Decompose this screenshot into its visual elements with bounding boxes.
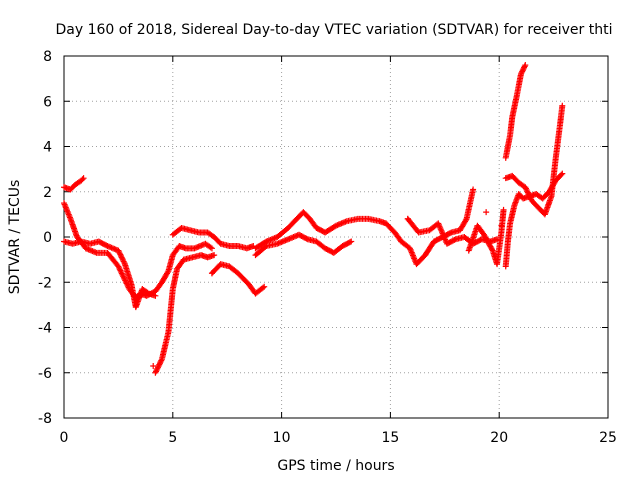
data-point — [115, 247, 122, 254]
data-point — [462, 217, 469, 224]
data-point — [120, 258, 127, 265]
data-point — [521, 63, 528, 70]
data-point — [470, 186, 477, 193]
data-point — [346, 239, 353, 246]
x-tick-label: 15 — [381, 430, 399, 446]
data-point — [526, 193, 533, 200]
data-point — [157, 358, 164, 365]
data-point — [522, 62, 529, 69]
data-point — [208, 270, 215, 277]
y-tick-label: -8 — [38, 411, 52, 427]
data-points — [61, 62, 566, 376]
data-point — [259, 284, 266, 291]
data-point — [119, 255, 126, 262]
data-point — [524, 189, 531, 196]
data-point — [155, 364, 162, 371]
data-point — [152, 369, 159, 376]
data-point — [152, 292, 159, 299]
data-point — [527, 195, 534, 202]
data-point — [116, 248, 123, 255]
data-point — [500, 206, 507, 213]
y-axis-label: SDTVAR / TECUs — [7, 180, 23, 295]
data-point — [156, 360, 163, 367]
data-point — [207, 244, 214, 251]
data-point — [153, 368, 160, 375]
data-point — [153, 367, 160, 374]
data-point — [447, 230, 454, 237]
chart-title: Day 160 of 2018, Sidereal Day-to-day VTE… — [56, 22, 613, 38]
data-point — [483, 209, 490, 216]
data-point — [348, 238, 355, 245]
data-point — [451, 236, 458, 243]
x-tick-label: 5 — [168, 430, 177, 446]
x-axis-label: GPS time / hours — [277, 458, 394, 474]
axis-ticks: 0 5 10 15 20 25 -8 -6 -4 -2 0 2 4 6 8 — [38, 49, 617, 446]
data-point — [116, 250, 123, 257]
data-point — [404, 215, 411, 222]
data-point — [559, 102, 566, 109]
data-point — [118, 253, 125, 260]
data-point — [522, 185, 529, 192]
data-point — [164, 269, 171, 276]
x-tick-label: 20 — [490, 430, 508, 446]
data-point — [261, 283, 268, 290]
grid — [64, 56, 608, 418]
data-point — [144, 289, 151, 296]
data-point — [558, 171, 565, 178]
data-point — [524, 188, 531, 195]
y-tick-label: -2 — [38, 275, 52, 291]
data-point — [488, 246, 495, 253]
data-point — [158, 357, 165, 364]
y-tick-label: 4 — [43, 140, 52, 156]
data-point — [103, 242, 110, 249]
data-point — [303, 235, 310, 242]
data-point — [208, 245, 215, 252]
data-point — [559, 170, 566, 177]
y-tick-label: -6 — [38, 366, 52, 382]
data-point — [79, 176, 86, 183]
y-tick-label: 0 — [43, 230, 52, 246]
x-tick-label: 10 — [273, 430, 291, 446]
data-point — [154, 365, 161, 372]
data-point — [156, 361, 163, 368]
data-point — [523, 186, 530, 193]
data-point — [80, 175, 87, 182]
data-point — [211, 252, 218, 259]
data-point — [155, 362, 162, 369]
data-point — [117, 251, 124, 258]
y-tick-label: 2 — [43, 185, 52, 201]
y-tick-label: -4 — [38, 321, 52, 337]
data-point — [262, 244, 269, 251]
y-tick-label: 8 — [43, 49, 52, 65]
data-point — [121, 259, 128, 266]
data-point — [118, 254, 125, 261]
x-tick-label: 25 — [599, 430, 617, 446]
data-point — [522, 184, 529, 191]
y-tick-label: 6 — [43, 94, 52, 110]
x-tick-label: 0 — [60, 430, 69, 446]
data-point — [526, 192, 533, 199]
data-point — [150, 362, 157, 369]
data-point — [119, 257, 126, 264]
data-point — [525, 191, 532, 198]
data-point — [498, 222, 505, 229]
